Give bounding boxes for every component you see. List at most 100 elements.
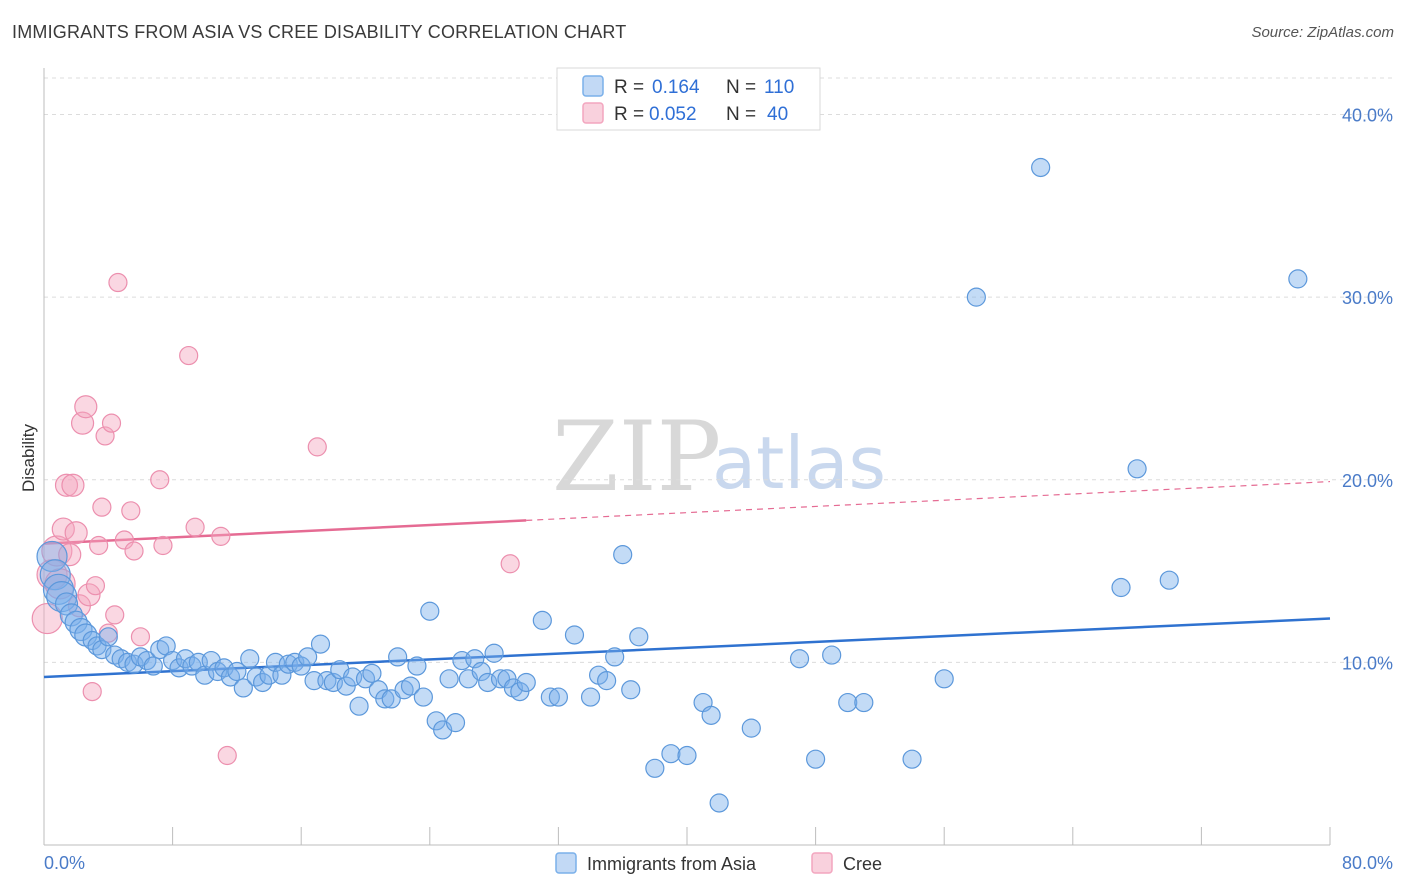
cree-point-6	[58, 543, 82, 567]
asia-point-98	[822, 645, 842, 665]
asia-point-61	[413, 687, 433, 707]
series-cree-points	[31, 272, 520, 766]
source-label: Source: ZipAtlas.com	[1251, 24, 1394, 41]
legend: R = 0.164 N = 110 R = 0.052 N = 40	[556, 67, 821, 131]
asia-point-97	[805, 749, 826, 769]
cree-point-22	[114, 530, 134, 550]
cree-point-12	[77, 583, 101, 607]
trend-cree-solid	[43, 519, 527, 545]
legend-r-value-cree: 0.052	[649, 104, 697, 125]
bottom-legend: Immigrants from Asia Cree	[555, 852, 882, 874]
asia-point-85	[605, 647, 625, 667]
asia-point-72	[484, 643, 504, 663]
asia-point-53	[362, 663, 382, 683]
asia-point-77	[516, 672, 536, 693]
y-tick-label-2: 30.0%	[1342, 288, 1393, 308]
x-tick-label-min: 0.0%	[44, 853, 85, 873]
watermark: ZIP atlas	[552, 401, 886, 513]
cree-point-2	[41, 535, 73, 567]
asia-point-34	[240, 649, 260, 669]
cree-point-21	[108, 272, 128, 293]
asia-point-105	[1111, 577, 1131, 598]
cree-point-30	[211, 526, 231, 546]
asia-point-55	[375, 689, 395, 709]
asia-point-24	[175, 649, 196, 669]
cree-point-4	[51, 517, 75, 541]
gridlines	[44, 77, 1393, 663]
asia-point-79	[540, 687, 560, 707]
bottom-legend-label-cree: Cree	[843, 854, 882, 874]
cree-point-26	[150, 470, 170, 490]
cree-point-33	[500, 554, 520, 574]
legend-swatch-asia	[582, 75, 604, 97]
asia-point-45	[310, 634, 331, 654]
asia-point-51	[349, 696, 369, 716]
asia-point-58	[394, 680, 414, 700]
asia-point-93	[701, 705, 721, 725]
watermark-atlas: atlas	[712, 421, 886, 505]
y-tick-label-3: 40.0%	[1342, 106, 1393, 126]
asia-point-101	[902, 749, 922, 769]
asia-point-71	[478, 672, 498, 693]
y-axis-title: Disability	[19, 423, 38, 492]
asia-point-39	[272, 665, 292, 685]
asia-point-32	[227, 661, 247, 682]
asia-point-103	[966, 287, 986, 307]
cree-point-14	[85, 576, 106, 596]
asia-point-59	[400, 676, 421, 696]
y-tick-label-1: 20.0%	[1342, 471, 1393, 491]
cree-point-24	[124, 541, 144, 561]
cree-point-7	[61, 473, 85, 497]
cree-point-20	[105, 605, 125, 625]
legend-n-value-cree: 40	[767, 104, 788, 125]
cree-point-5	[54, 473, 79, 497]
trend-asia-solid	[43, 617, 1331, 679]
asia-point-107	[1159, 570, 1179, 590]
chart-title: IMMIGRANTS FROM ASIA VS CREE DISABILITY …	[12, 22, 627, 42]
axes	[43, 68, 1331, 846]
asia-point-104	[1031, 157, 1051, 178]
watermark-zip: ZIP	[552, 401, 721, 513]
asia-point-91	[677, 745, 697, 766]
asia-point-78	[532, 610, 552, 630]
cree-point-11	[74, 395, 98, 419]
cree-point-27	[153, 535, 173, 556]
asia-point-19	[143, 656, 163, 676]
asia-point-99	[838, 692, 858, 713]
x-tick-label-max: 80.0%	[1342, 853, 1393, 873]
asia-point-87	[621, 680, 641, 700]
asia-point-82	[580, 687, 601, 707]
cree-point-16	[92, 497, 112, 517]
asia-point-46	[317, 671, 337, 691]
asia-point-4	[54, 592, 79, 616]
asia-point-80	[548, 687, 569, 707]
legend-swatch-cree	[582, 102, 604, 124]
bottom-legend-label-asia: Immigrants from Asia	[587, 854, 757, 874]
asia-point-33	[233, 678, 253, 698]
cree-point-28	[179, 345, 199, 366]
legend-n-value-asia: 110	[764, 77, 794, 98]
trend-line-asia	[43, 617, 1331, 679]
asia-point-84	[597, 671, 617, 691]
cree-point-32	[307, 437, 327, 457]
asia-point-60	[407, 656, 427, 676]
asia-point-100	[854, 692, 874, 713]
asia-point-108	[1288, 269, 1308, 289]
y-tick-label-0: 10.0%	[1342, 653, 1393, 673]
asia-point-20	[150, 639, 170, 660]
bottom-legend-swatch-asia	[555, 852, 577, 874]
cree-point-13	[82, 681, 102, 702]
series-asia-points	[36, 157, 1308, 813]
asia-point-86	[613, 545, 633, 565]
cree-point-19	[101, 413, 122, 433]
bottom-legend-swatch-cree	[811, 852, 833, 874]
asia-point-16	[124, 654, 144, 674]
trend-cree-dashed	[526, 480, 1331, 521]
asia-point-70	[471, 661, 491, 682]
legend-r-label-asia: R =	[614, 77, 644, 98]
asia-point-43	[298, 647, 318, 667]
cree-point-23	[121, 501, 141, 521]
asia-point-12	[98, 627, 118, 647]
asia-point-94	[709, 793, 729, 813]
